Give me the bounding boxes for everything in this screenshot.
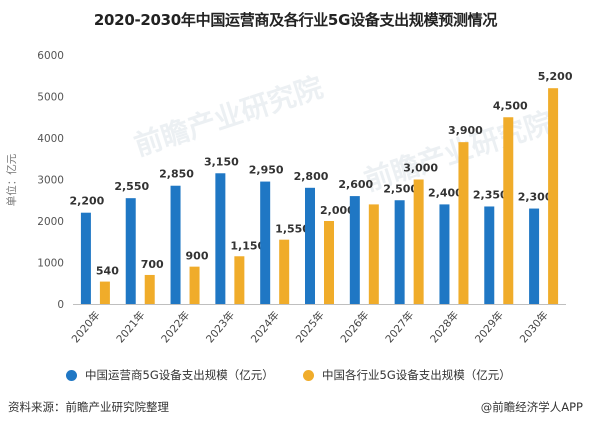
legend-swatch-operators — [66, 369, 77, 381]
y-tick-label: 2000 — [37, 216, 64, 228]
data-label-industries: 5,200 — [538, 70, 573, 83]
chart-title: 2020-2030年中国运营商及各行业5G设备支出规模预测情况 — [93, 11, 498, 29]
bar-operators — [484, 206, 495, 304]
bar-industries — [279, 239, 290, 304]
x-tick-label: 2023年 — [203, 309, 237, 346]
x-tick-label: 2021年 — [114, 309, 148, 346]
data-label-industries: 4,500 — [493, 99, 528, 112]
bar-industries — [413, 179, 424, 304]
legend-item-industries: 中国各行业5G设备支出规模（亿元） — [303, 367, 511, 383]
x-tick-label: 2027年 — [383, 309, 417, 346]
x-tick-label: 2028年 — [427, 309, 461, 346]
data-label-operators: 2,400 — [428, 186, 463, 199]
bar-operators — [305, 187, 315, 304]
data-label-operators: 2,350 — [473, 188, 508, 201]
x-tick-label: 2030年 — [517, 309, 551, 346]
y-tick-label: 1000 — [37, 258, 64, 270]
data-label-industries: 540 — [96, 265, 119, 278]
bar-chart: 0 1000 2000 3000 4000 5000 6000 单位：亿元 2,200 540 20… — [5, 50, 573, 346]
y-tick-label: 3000 — [37, 175, 64, 187]
x-tick-label: 2022年 — [158, 309, 192, 346]
data-label-operators: 2,600 — [338, 178, 373, 191]
y-tick-label: 5000 — [37, 92, 64, 104]
brand-credit: @前瞻经济学人APP — [480, 400, 583, 414]
bar-operators — [394, 200, 405, 304]
x-tick-label: 2029年 — [472, 309, 506, 346]
legend-label-operators: 中国运营商5G设备支出规模（亿元） — [85, 368, 274, 382]
y-tick-label: 4000 — [37, 133, 64, 145]
legend-label-industries: 中国各行业5G设备支出规模（亿元） — [322, 368, 511, 382]
data-label-industries: 700 — [141, 258, 164, 271]
data-label-operators: 2,200 — [70, 195, 105, 208]
data-label-industries: 900 — [186, 250, 209, 263]
bar-operators — [80, 212, 91, 304]
data-label-operators: 2,950 — [249, 164, 284, 177]
data-label-industries: 3,000 — [403, 162, 438, 175]
y-axis-title: 单位：亿元 — [5, 153, 18, 206]
data-label-operators: 2,500 — [383, 182, 418, 195]
bar-operators — [125, 198, 136, 304]
bar-operators — [529, 208, 540, 304]
data-label-industries: 3,900 — [448, 124, 483, 137]
x-tick-label: 2026年 — [338, 309, 372, 346]
data-label-operators: 2,850 — [159, 168, 194, 181]
data-label-industries: 2,000 — [320, 204, 355, 217]
data-label-operators: 2,300 — [518, 191, 553, 204]
x-tick-label: 2024年 — [248, 309, 282, 346]
bar-industries — [144, 274, 155, 304]
bar-industries — [548, 88, 559, 304]
y-tick-label: 0 — [57, 299, 64, 311]
y-tick-label: 6000 — [37, 50, 64, 62]
data-label-operators: 2,800 — [294, 170, 329, 183]
data-label-operators: 2,550 — [114, 180, 149, 193]
bar-operators — [215, 173, 226, 304]
bar-operators — [439, 204, 450, 304]
bar-industries — [99, 281, 110, 304]
legend-swatch-industries — [303, 369, 314, 381]
bar-industries — [234, 256, 245, 304]
source-note: 资料来源：前瞻产业研究院整理 — [8, 400, 169, 414]
data-label-industries: 1,150 — [230, 239, 265, 252]
x-tick-label: 2025年 — [293, 309, 327, 346]
x-tick-label: 2020年 — [69, 309, 103, 346]
bar-industries — [324, 221, 334, 304]
legend: 中国运营商5G设备支出规模（亿元） 中国各行业5G设备支出规模（亿元） — [0, 367, 591, 383]
bar-industries — [189, 266, 200, 304]
bar-operators — [260, 181, 271, 304]
bar-operators — [170, 185, 181, 304]
data-label-operators: 3,150 — [204, 155, 239, 168]
data-label-industries: 1,550 — [275, 223, 310, 236]
bar-industries — [368, 204, 379, 304]
legend-item-operators: 中国运营商5G设备支出规模（亿元） — [66, 367, 274, 383]
bar-industries — [458, 142, 469, 304]
bar-operators — [349, 196, 360, 304]
bar-industries — [503, 117, 514, 304]
